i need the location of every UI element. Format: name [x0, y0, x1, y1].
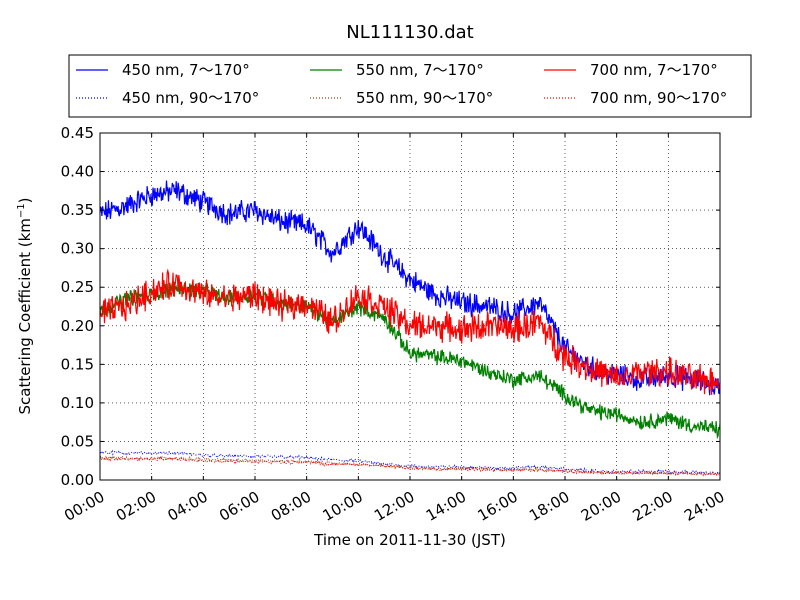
x-tick-label: 16:00 — [474, 488, 520, 525]
legend-label: 550 nm, 7～170° — [356, 61, 484, 79]
y-tick-label: 0.15 — [61, 355, 94, 373]
y-axis-label-superscript: −1 — [16, 203, 27, 218]
y-tick-label: 0.40 — [61, 163, 94, 181]
legend: 450 nm, 7～170° 550 nm, 7～170° 700 nm, 7～17… — [76, 61, 727, 107]
legend-label: 700 nm, 7～170° — [590, 61, 718, 79]
series-line-4 — [99, 455, 721, 477]
y-tick-label: 0.35 — [61, 201, 94, 219]
x-tick-label: 00:00 — [61, 488, 107, 525]
legend-label: 450 nm, 90～170° — [122, 89, 259, 107]
legend-label: 700 nm, 90～170° — [590, 89, 727, 107]
y-tick-label: 0.30 — [61, 240, 94, 258]
legend-box — [68, 54, 752, 118]
y-axis-label-main: Scattering Coefficient (km — [16, 218, 34, 414]
x-tick-label: 14:00 — [423, 488, 469, 525]
x-tick-label: 18:00 — [526, 488, 572, 525]
legend-label: 450 nm, 7～170° — [122, 61, 250, 79]
y-tick-label: 0.25 — [61, 278, 94, 296]
series-line-6 — [99, 455, 721, 477]
series-line-2 — [99, 449, 720, 475]
x-tick-label: 04:00 — [164, 488, 210, 525]
x-tick-label: 10:00 — [319, 488, 365, 525]
x-tick-label: 06:00 — [216, 488, 262, 525]
y-tick-label: 0.45 — [61, 124, 94, 142]
x-axis-label: Time on 2011-11-30 (JST) — [313, 531, 506, 549]
x-tick-label: 24:00 — [681, 488, 727, 525]
y-tick-label: 0.05 — [61, 432, 94, 450]
x-tick-label: 08:00 — [268, 488, 314, 525]
y-tick-label: 0.00 — [61, 471, 94, 489]
legend-label: 550 nm, 90～170° — [356, 89, 493, 107]
chart-title: NL111130.dat — [346, 22, 473, 43]
x-tick-label: 02:00 — [113, 488, 159, 525]
series-line-5 — [99, 268, 721, 395]
series-line-3 — [99, 280, 721, 440]
y-axis-label: Scattering Coefficient (km−1) — [16, 197, 34, 414]
x-tick-label: 12:00 — [371, 488, 417, 525]
series-group — [99, 180, 721, 477]
y-tick-label: 0.20 — [61, 317, 94, 335]
y-axis-label-close: ) — [16, 197, 34, 203]
grid — [100, 133, 720, 480]
y-tick-label: 0.10 — [61, 394, 94, 412]
x-tick-label: 22:00 — [629, 488, 675, 525]
x-tick-label: 20:00 — [578, 488, 624, 525]
